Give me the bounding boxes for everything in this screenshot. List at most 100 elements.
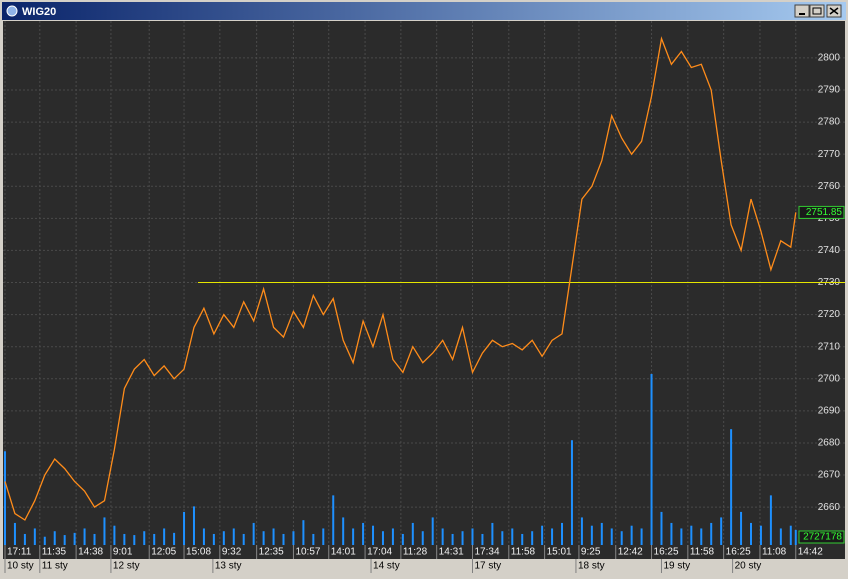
window-buttons — [794, 4, 842, 18]
volume-bar — [133, 535, 136, 545]
volume-bar — [630, 525, 633, 545]
last-value-box — [798, 205, 845, 219]
volume-bar — [381, 531, 384, 545]
volume-bar — [759, 525, 762, 545]
volume-bar — [620, 531, 623, 545]
volume-bar — [83, 528, 86, 545]
volume-bar — [590, 525, 593, 545]
volume-bar — [580, 517, 583, 545]
volume-bar — [660, 511, 663, 545]
volume-bar — [421, 531, 424, 545]
volume-bar — [173, 532, 176, 545]
volume-bar — [401, 533, 404, 545]
volume-bar — [103, 517, 106, 545]
x-tick-label: 17:04 — [367, 547, 392, 558]
volume-bar — [720, 517, 723, 545]
date-label: 14 sty — [373, 561, 400, 572]
x-tick-label: 11:28 — [403, 547, 428, 558]
volume-bar — [362, 522, 365, 545]
x-tick-label: 10:57 — [295, 547, 320, 558]
volume-bar — [794, 529, 797, 545]
y-tick-label: 2710 — [818, 341, 841, 352]
volume-bar — [700, 528, 703, 545]
x-tick-label: 15:08 — [186, 547, 211, 558]
volume-bar — [521, 533, 524, 545]
date-label: 19 sty — [663, 561, 690, 572]
volume-bar — [332, 495, 335, 545]
x-tick-label: 16:25 — [654, 547, 679, 558]
title-bar — [2, 2, 846, 20]
y-tick-label: 2700 — [818, 373, 841, 384]
volume-bar — [282, 533, 285, 545]
volume-bar — [471, 528, 474, 545]
volume-bar — [272, 528, 275, 545]
minimize-button[interactable] — [794, 4, 810, 18]
volume-bar — [740, 511, 743, 545]
x-tick-label: 14:42 — [798, 547, 823, 558]
volume-bar — [670, 522, 673, 545]
volume-bar — [610, 528, 613, 545]
volume-bar — [232, 528, 235, 545]
volume-bar — [491, 522, 494, 545]
volume-bar — [570, 440, 573, 545]
volume-bar — [202, 528, 205, 545]
volume-bar — [312, 533, 315, 545]
x-tick-label: 12:42 — [618, 547, 643, 558]
x-tick-label: 14:31 — [439, 547, 464, 558]
volume-bar — [163, 528, 166, 545]
volume-bar — [600, 522, 603, 545]
volume-bar — [222, 531, 225, 545]
app-icon — [6, 5, 18, 17]
y-tick-label: 2760 — [818, 181, 841, 192]
volume-bar — [153, 533, 156, 545]
volume-bar — [710, 522, 713, 545]
y-tick-label: 2660 — [818, 502, 841, 513]
x-tick-label: 11:58 — [511, 547, 536, 558]
date-label: 12 sty — [113, 561, 140, 572]
volume-bar — [501, 531, 504, 545]
volume-bar — [461, 531, 464, 545]
x-tick-label: 14:01 — [331, 547, 356, 558]
x-tick-label: 11:08 — [762, 547, 787, 558]
volume-bar — [33, 528, 36, 545]
x-tick-label: 17:34 — [474, 547, 499, 558]
date-label: 17 sty — [474, 561, 501, 572]
y-tick-label: 2800 — [818, 53, 841, 64]
x-tick-label: 16:25 — [726, 547, 751, 558]
volume-bar — [431, 517, 434, 545]
close-icon — [829, 7, 839, 15]
volume-bar — [391, 528, 394, 545]
y-tick-label: 2690 — [818, 406, 841, 417]
volume-bar — [769, 495, 772, 545]
x-tick-label: 12:05 — [151, 547, 176, 558]
volume-bar — [511, 528, 514, 545]
volume-bar — [750, 522, 753, 545]
volume-bar — [93, 533, 96, 545]
volume-bar — [451, 533, 454, 545]
volume-bar — [441, 528, 444, 545]
y-tick-label: 2780 — [818, 117, 841, 128]
volume-bar — [262, 531, 265, 545]
volume-bar — [212, 533, 215, 545]
chart: 2660267026802690270027102720273027402750… — [3, 21, 845, 573]
y-tick-label: 2720 — [818, 309, 841, 320]
volume-bar — [541, 525, 544, 545]
volume-bar — [322, 528, 325, 545]
price-line — [4, 36, 797, 521]
volume-bar — [690, 525, 693, 545]
volume-bar — [302, 520, 305, 545]
date-label: 11 sty — [42, 561, 68, 572]
x-tick-label: 11:35 — [42, 547, 67, 558]
volume-bar — [143, 531, 146, 545]
date-label: 20 sty — [735, 561, 762, 572]
volume-bar — [113, 525, 116, 545]
volume-bar — [372, 525, 375, 545]
maximize-button[interactable] — [809, 4, 825, 18]
volume-bar — [13, 522, 16, 545]
last-value-label: 2727178 — [803, 532, 842, 543]
volume-bar — [551, 528, 554, 545]
volume-bar — [23, 533, 26, 545]
x-tick-label: 9:32 — [222, 547, 242, 558]
volume-bar — [183, 511, 186, 545]
volume-bar — [779, 528, 782, 545]
